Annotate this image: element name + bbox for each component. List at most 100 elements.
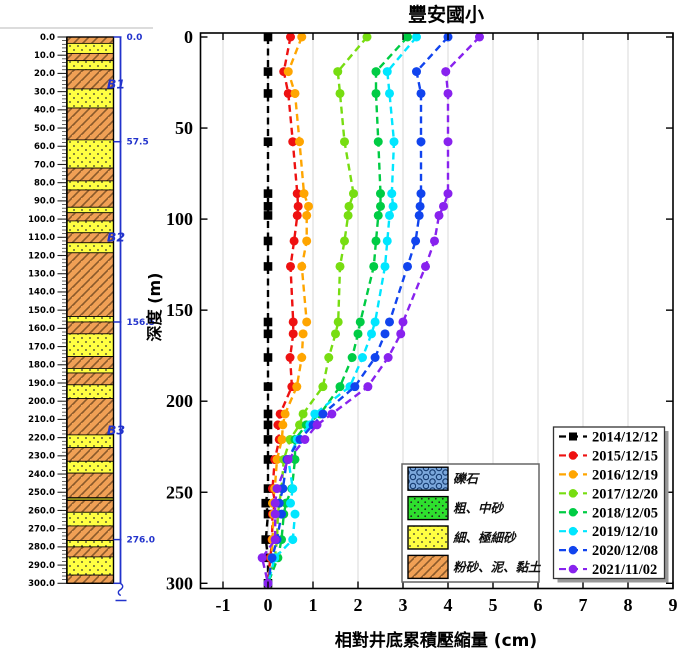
legend-marker-square xyxy=(569,432,577,441)
y-axis-label: 深度 (m) xyxy=(145,273,164,342)
series-marker-circle xyxy=(270,509,280,519)
ruler-depth-label: 120.0 xyxy=(28,251,55,261)
ruler-depth-label: 40.0 xyxy=(34,106,55,116)
series-marker-circle xyxy=(347,352,357,362)
series-marker-square xyxy=(263,236,273,246)
series-marker-circle xyxy=(340,236,349,246)
series-marker-circle xyxy=(285,352,295,362)
series-marker-circle xyxy=(343,210,353,220)
x-tick-label: 9 xyxy=(669,595,678,615)
legend-marker-circle xyxy=(568,564,578,574)
series-marker-circle xyxy=(327,409,337,419)
series-marker-circle xyxy=(373,137,383,147)
lithology-layer-silt_clay xyxy=(66,472,114,499)
series-marker-circle xyxy=(370,317,380,327)
series-marker-circle xyxy=(403,261,412,271)
series-marker-circle xyxy=(289,236,299,246)
series-marker-circle xyxy=(267,553,277,563)
series-marker-circle xyxy=(290,509,300,519)
series-marker-circle xyxy=(283,88,293,98)
legend-dates: 2014/12/12 2015/12/15 2016/12/19 2017/12/20… xyxy=(552,426,669,583)
legend-date-label: 2021/11/02 xyxy=(592,562,657,578)
series-marker-circle xyxy=(363,382,373,392)
series-marker-circle xyxy=(340,137,349,147)
series-marker-circle xyxy=(295,137,304,147)
lithology-layer-silt_clay xyxy=(66,372,114,386)
lithology-layer-fine_sand xyxy=(66,460,114,474)
zone-marker-depth-label: 156.5 xyxy=(127,318,155,328)
series-marker-circle xyxy=(371,236,381,246)
ruler-depth-label: 10.0 xyxy=(34,51,55,61)
ruler-depth-label: 250.0 xyxy=(28,488,55,498)
series-marker-square xyxy=(263,435,273,444)
series-marker-circle xyxy=(414,210,424,220)
series-marker-circle xyxy=(371,88,381,98)
series-marker-circle xyxy=(389,137,399,147)
ruler-depth-label: 270.0 xyxy=(28,524,55,534)
series-marker-circle xyxy=(286,32,295,42)
series-marker-circle xyxy=(302,210,312,220)
series-marker-circle xyxy=(382,67,392,77)
legend-lithology-label: 粗、中砂 xyxy=(453,501,505,516)
series-marker-circle xyxy=(380,261,390,271)
series-marker-circle xyxy=(333,317,343,327)
legend-date-label: 2016/12/19 xyxy=(592,467,658,483)
lithology-layer-silt_clay xyxy=(66,500,114,513)
x-tick-label: 1 xyxy=(309,595,318,615)
series-marker-circle xyxy=(288,535,298,545)
series-marker-square xyxy=(263,317,273,327)
legend-lithology-label: 礫石 xyxy=(453,471,481,486)
series-marker-circle xyxy=(443,88,453,98)
ruler-depth-label: 290.0 xyxy=(28,561,55,571)
series-marker-circle xyxy=(344,201,354,211)
legend-lithology-label: 細、極細砂 xyxy=(452,530,517,545)
series-marker-circle xyxy=(387,189,397,199)
series-marker-square xyxy=(263,67,273,76)
series-marker-circle xyxy=(412,32,421,42)
legend-date-label: 2019/12/10 xyxy=(592,524,658,540)
series-marker-circle xyxy=(421,261,430,271)
series-marker-circle xyxy=(370,352,380,362)
y-tick-label: 150 xyxy=(166,300,193,320)
legend-marker-circle xyxy=(568,545,578,555)
series-marker-circle xyxy=(349,189,358,199)
series-marker-square xyxy=(263,262,273,271)
lithology-layer-silt_clay xyxy=(66,189,114,208)
series-marker-circle xyxy=(411,236,421,246)
zone-label: B1 xyxy=(107,76,125,91)
y-tick-label: 50 xyxy=(175,118,193,138)
series-2021-11-02 xyxy=(257,32,484,588)
series-marker-circle xyxy=(293,201,303,211)
lithology-layer-silt_clay xyxy=(66,525,114,541)
ruler-depth-label: 90.0 xyxy=(34,197,55,207)
lithology-layer-fine_sand xyxy=(66,556,114,576)
ruler-depth-label: 80.0 xyxy=(34,178,55,188)
ruler-depth-label: 110.0 xyxy=(28,233,55,243)
ruler-depth-label: 140.0 xyxy=(28,288,55,298)
series-marker-circle xyxy=(298,409,308,419)
x-tick-label: 8 xyxy=(624,595,633,615)
series-marker-circle xyxy=(297,32,307,42)
series-marker-circle xyxy=(416,88,426,98)
series-marker-circle xyxy=(300,434,310,444)
ruler-depth-label: 210.0 xyxy=(28,415,55,425)
legend-date-label: 2018/12/05 xyxy=(592,505,658,521)
series-marker-circle xyxy=(295,420,304,430)
series-marker-square xyxy=(261,535,271,544)
ruler-depth-label: 30.0 xyxy=(34,87,55,97)
series-marker-circle xyxy=(358,352,367,362)
series-marker-circle xyxy=(302,317,312,327)
lithology-layer-silt_clay xyxy=(66,212,114,222)
series-marker-circle xyxy=(318,382,328,392)
series-marker-square xyxy=(263,420,273,430)
series-marker-circle xyxy=(398,317,408,327)
lithology-layer-fine_sand xyxy=(66,88,114,109)
series-marker-square xyxy=(263,382,273,391)
series-marker-circle xyxy=(416,137,426,147)
ruler-depth-label: 220.0 xyxy=(28,433,55,443)
series-marker-circle xyxy=(286,498,295,508)
legend-marker-circle xyxy=(568,507,578,517)
series-marker-circle xyxy=(335,88,345,98)
